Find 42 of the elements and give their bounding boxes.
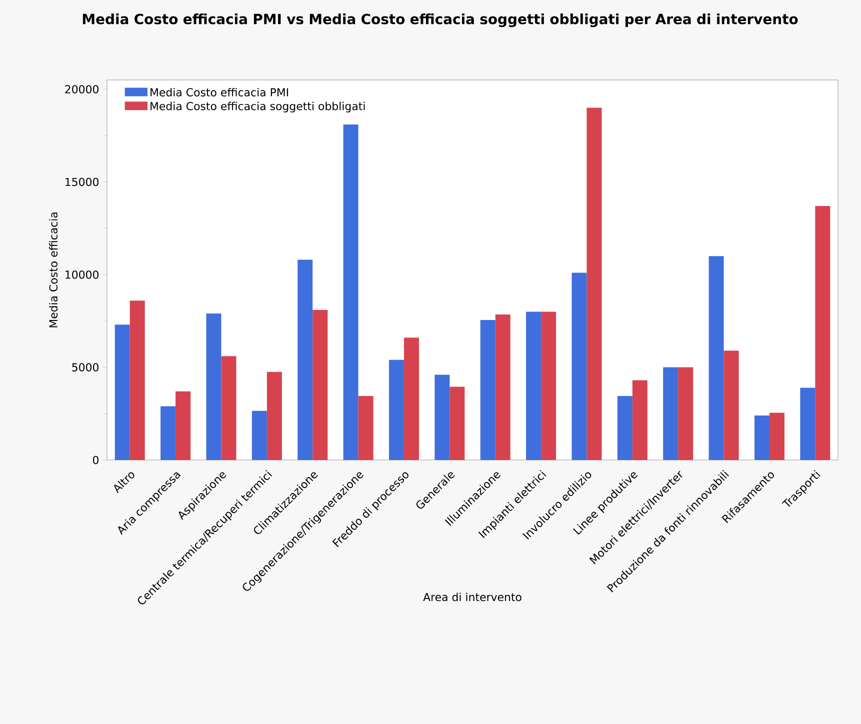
bar [708, 256, 724, 460]
bar [450, 386, 465, 460]
y-tick-label: 20000 [65, 85, 98, 94]
bar [754, 415, 770, 460]
bar [388, 360, 404, 460]
bar [114, 324, 130, 460]
bar [480, 320, 496, 460]
bar [434, 374, 450, 460]
bar [632, 380, 648, 460]
y-tick-label: 15000 [66, 178, 98, 186]
bar [252, 410, 267, 460]
y-tick-label: 0 [92, 456, 98, 464]
bar [404, 338, 419, 460]
bar [663, 367, 678, 460]
bar [221, 356, 236, 460]
bar [617, 396, 632, 460]
bar [526, 312, 542, 460]
bar [312, 310, 328, 460]
legend-label: Media Costo efficacia PMI [150, 88, 288, 96]
bar [358, 396, 374, 460]
bar [572, 272, 587, 460]
y-axis-title: Media Costo efficacia [49, 212, 58, 328]
y-tick-label: 5000 [72, 363, 98, 372]
x-axis-title: Area di intervento [423, 592, 522, 602]
bar [769, 412, 784, 460]
legend-label: Media Costo efficacia soggetti obbligati [150, 102, 365, 112]
bar [130, 300, 145, 460]
bar [495, 314, 510, 460]
bar [815, 206, 830, 460]
bar [541, 312, 556, 460]
bar [206, 314, 222, 460]
y-tick-label: 10000 [66, 270, 98, 279]
bar [678, 367, 694, 460]
bar [298, 260, 313, 460]
bar [266, 372, 282, 460]
bar [800, 388, 816, 460]
chart-title: Media Costo efficacia PMI vs Media Costo efficacia soggetti obbligati per Area di intervento [82, 14, 798, 28]
bar [586, 108, 602, 460]
bar [160, 406, 176, 460]
bar [176, 391, 191, 460]
bar [724, 350, 739, 460]
bar [343, 124, 358, 460]
